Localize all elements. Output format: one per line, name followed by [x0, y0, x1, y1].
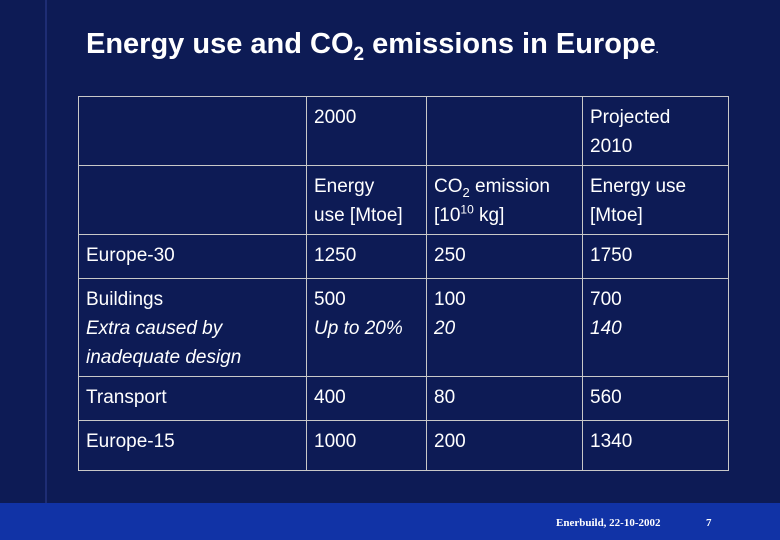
cell-co2-2000: 100: [434, 289, 466, 310]
co2-unit-exponent: 10: [460, 202, 474, 217]
header-energy-line1: Energy: [314, 176, 375, 197]
header-projected-2010: Projected 2010: [582, 96, 729, 166]
cell-energy-2000: 1000: [306, 420, 427, 471]
slide-title: Energy use and CO2 emissions in Europe.: [86, 28, 659, 64]
cell-energy-2010: 700: [590, 289, 622, 310]
co2-unit-suffix: kg]: [473, 205, 505, 226]
table-row: Europe-30 1250 250 1750: [78, 234, 729, 279]
footer-text: Enerbuild, 22-10-2002: [556, 517, 661, 529]
header-co2-line2: [1010 kg]: [434, 201, 575, 230]
cell-energy-2010: 560: [582, 376, 729, 421]
cell-energy-2010: 1340: [582, 420, 729, 471]
table-row: Buildings Extra caused by inadequate des…: [78, 278, 729, 377]
energy-table: 2000 Projected 2010 Energy use [Mtoe] CO…: [78, 96, 729, 471]
cell-co2-2000: 200: [426, 420, 583, 471]
title-subscript: 2: [353, 44, 365, 65]
cell-co2-2000: 80: [426, 376, 583, 421]
co2-unit-prefix: [10: [434, 205, 461, 226]
cell-co2-2000-buildings: 100 20: [426, 278, 583, 377]
row-label: Europe-15: [78, 420, 307, 471]
row-label: Europe-30: [78, 234, 307, 279]
cell-energy-2010-buildings: 700 140: [582, 278, 729, 377]
cell-energy-2000: 400: [306, 376, 427, 421]
title-prefix: Energy use and CO: [86, 28, 354, 60]
cell-energy-2000: 1250: [306, 234, 427, 279]
header-energy2010-line1: Energy use: [590, 176, 687, 197]
row-label: Buildings: [86, 289, 164, 310]
cell-energy-2000-extra: Up to 20%: [314, 318, 403, 339]
header-energy-line2: use [Mtoe]: [314, 205, 403, 226]
header-energy2010-line2: [Mtoe]: [590, 205, 643, 226]
header-energy-use-2010: Energy use [Mtoe]: [582, 165, 729, 235]
table-row: Transport 400 80 560: [78, 376, 729, 421]
header-empty-cell-3: [78, 165, 307, 235]
row-sublabel-line1: Extra caused by: [86, 318, 223, 339]
cell-energy-2000-buildings: 500 Up to 20%: [306, 278, 427, 377]
cell-co2-2000-extra: 20: [434, 318, 456, 339]
title-dot: .: [655, 45, 659, 56]
cell-energy-2000: 500: [314, 289, 346, 310]
co2-suffix: emission: [469, 176, 550, 197]
row-label: Transport: [78, 376, 307, 421]
header-year-2000: 2000: [306, 96, 427, 166]
header-co2-line1: CO2 emission: [434, 172, 575, 201]
table-header-row-1: 2000 Projected 2010: [78, 96, 729, 166]
row-label-buildings: Buildings Extra caused by inadequate des…: [78, 278, 307, 377]
cell-energy-2010: 1750: [582, 234, 729, 279]
header-projected-year: 2010: [590, 136, 633, 157]
co2-subscript: 2: [462, 184, 470, 200]
header-projected-label: Projected: [590, 107, 671, 128]
co2-prefix: CO: [434, 176, 463, 197]
header-empty-cell-2: [426, 96, 583, 166]
table-row: Europe-15 1000 200 1340: [78, 420, 729, 471]
cell-co2-2000: 250: [426, 234, 583, 279]
header-energy-use-2000: Energy use [Mtoe]: [306, 165, 427, 235]
header-co2-emission: CO2 emission [1010 kg]: [426, 165, 583, 235]
page-number: 7: [706, 517, 712, 529]
row-sublabel-line2: inadequate design: [86, 347, 242, 368]
vertical-divider-line: [45, 0, 47, 503]
table-header-row-2: Energy use [Mtoe] CO2 emission [1010 kg]…: [78, 165, 729, 235]
title-suffix: emissions in Europe: [364, 28, 656, 60]
header-empty-cell: [78, 96, 307, 166]
footer-bar: Enerbuild, 22-10-2002 7: [0, 503, 780, 540]
cell-energy-2010-extra: 140: [590, 318, 622, 339]
